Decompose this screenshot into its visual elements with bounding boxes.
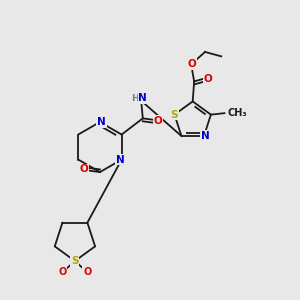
Text: O: O — [80, 164, 88, 174]
Text: N: N — [138, 93, 147, 103]
Text: N: N — [116, 154, 124, 165]
Text: O: O — [204, 74, 213, 84]
Text: N: N — [97, 117, 106, 127]
Text: S: S — [71, 256, 79, 266]
Text: O: O — [83, 267, 92, 277]
Text: N: N — [201, 131, 210, 141]
Text: S: S — [171, 110, 178, 120]
Text: H: H — [131, 94, 139, 103]
Text: CH₃: CH₃ — [228, 108, 248, 118]
Text: O: O — [58, 267, 67, 277]
Text: O: O — [188, 59, 196, 69]
Text: O: O — [154, 116, 163, 126]
